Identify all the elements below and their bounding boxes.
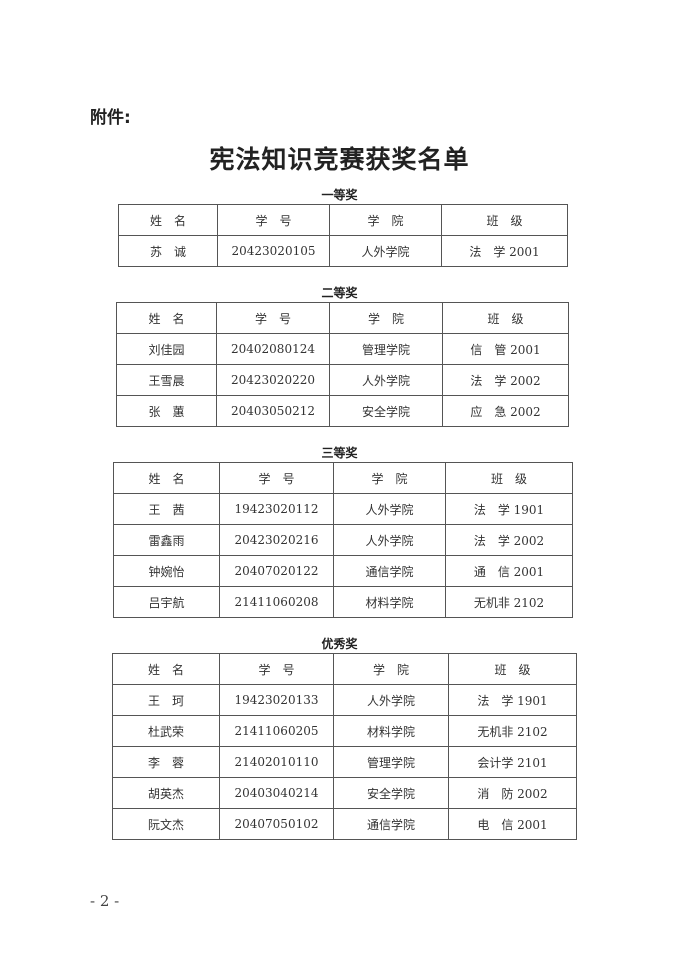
column-header: 学 院 — [329, 302, 443, 334]
table-row: 胡英杰 20403040214 安全学院消 防 2002 — [112, 777, 577, 809]
student-id-cell: 19423020133 — [219, 684, 334, 716]
student-id-cell: 21402010110 — [219, 746, 334, 778]
college-cell: 人外学院 — [333, 684, 449, 716]
table-row: 吕宇航 21411060208 材料学院 无机非 2102 — [113, 586, 573, 618]
section-title: 二等奖 — [321, 286, 358, 300]
name-cell: 雷鑫雨 — [113, 524, 220, 556]
table-row: 阮文杰 20407050102 通信学院电 信 2001 — [112, 808, 577, 840]
table-row: 钟婉怡 20407020122 通信学院通 信 2001 — [113, 555, 573, 587]
college-cell: 管理学院 — [333, 746, 449, 778]
college-cell: 材料学院 — [333, 586, 446, 618]
column-header: 学 院 — [333, 653, 449, 685]
name-cell: 李 蓉 — [112, 746, 220, 778]
table-row: 王 茜 19423020112 人外学院法 学 1901 — [113, 493, 573, 525]
award-table: 姓 名学 号学 院班 级王 珂 19423020133 人外学院法 学 1901 杜武… — [112, 653, 577, 840]
column-header: 学 号 — [219, 462, 334, 494]
college-cell: 人外学院 — [333, 493, 446, 525]
name-cell: 钟婉怡 — [113, 555, 220, 587]
class-cell: 法 学 2002 — [442, 364, 569, 396]
student-id-cell: 21411060208 — [219, 586, 334, 618]
college-cell: 安全学院 — [329, 395, 443, 427]
column-header: 学 号 — [216, 302, 330, 334]
name-cell: 王 茜 — [113, 493, 220, 525]
student-id-cell: 21411060205 — [219, 715, 334, 747]
table-header-row: 姓 名学 号学 院班 级 — [112, 653, 577, 685]
table-row: 王雪晨 20423020220 人外学院法 学 2002 — [116, 364, 569, 396]
page-number: - 2 - — [90, 892, 120, 910]
section-title: 优秀奖 — [321, 637, 358, 651]
class-cell: 无机非 2102 — [448, 715, 577, 747]
name-cell: 胡英杰 — [112, 777, 220, 809]
name-cell: 王 珂 — [112, 684, 220, 716]
college-cell: 人外学院 — [333, 524, 446, 556]
name-cell: 王雪晨 — [116, 364, 217, 396]
college-cell: 安全学院 — [333, 777, 449, 809]
table-row: 张 蕙 20403050212 安全学院应 急 2002 — [116, 395, 569, 427]
column-header: 姓 名 — [113, 462, 220, 494]
document-title: 宪法知识竞赛获奖名单 — [209, 145, 470, 174]
column-header: 姓 名 — [112, 653, 220, 685]
class-cell: 消 防 2002 — [448, 777, 577, 809]
class-cell: 法 学 1901 — [448, 684, 577, 716]
class-cell: 通 信 2001 — [445, 555, 573, 587]
table-header-row: 姓 名学 号学 院班 级 — [113, 462, 573, 494]
college-cell: 材料学院 — [333, 715, 449, 747]
class-cell: 电 信 2001 — [448, 808, 577, 840]
name-cell: 杜武荣 — [112, 715, 220, 747]
class-cell: 法 学 2002 — [445, 524, 573, 556]
column-header: 姓 名 — [118, 204, 218, 236]
table-row: 杜武荣 21411060205 材料学院 无机非 2102 — [112, 715, 577, 747]
column-header: 班 级 — [448, 653, 577, 685]
name-cell: 张 蕙 — [116, 395, 217, 427]
column-header: 学 号 — [217, 204, 330, 236]
table-header-row: 姓 名学 号学 院班 级 — [118, 204, 568, 236]
college-cell: 人外学院 — [329, 364, 443, 396]
class-cell: 无机非 2102 — [445, 586, 573, 618]
column-header: 班 级 — [441, 204, 568, 236]
student-id-cell: 20407020122 — [219, 555, 334, 587]
name-cell: 阮文杰 — [112, 808, 220, 840]
table-header-row: 姓 名学 号学 院班 级 — [116, 302, 569, 334]
student-id-cell: 20423020220 — [216, 364, 330, 396]
column-header: 姓 名 — [116, 302, 217, 334]
column-header: 学 号 — [219, 653, 334, 685]
student-id-cell: 20403040214 — [219, 777, 334, 809]
table-row: 苏 诚 20423020105 人外学院法 学 2001 — [118, 235, 568, 267]
name-cell: 苏 诚 — [118, 235, 218, 267]
class-cell: 应 急 2002 — [442, 395, 569, 427]
column-header: 学 院 — [329, 204, 442, 236]
student-id-cell: 20402080124 — [216, 333, 330, 365]
award-table: 姓 名学 号学 院班 级刘佳园 20402080124 管理学院信 管 2001 王雪… — [116, 302, 569, 427]
college-cell: 通信学院 — [333, 555, 446, 587]
column-header: 学 院 — [333, 462, 446, 494]
table-row: 李 蓉 21402010110 管理学院 会计学 2101 — [112, 746, 577, 778]
column-header: 班 级 — [445, 462, 573, 494]
column-header: 班 级 — [442, 302, 569, 334]
table-row: 王 珂 19423020133 人外学院法 学 1901 — [112, 684, 577, 716]
student-id-cell: 20423020216 — [219, 524, 334, 556]
table-row: 雷鑫雨 20423020216 人外学院法 学 2002 — [113, 524, 573, 556]
section-title: 一等奖 — [321, 188, 358, 202]
college-cell: 管理学院 — [329, 333, 443, 365]
student-id-cell: 20403050212 — [216, 395, 330, 427]
name-cell: 刘佳园 — [116, 333, 217, 365]
attachment-label: 附件: — [90, 108, 131, 128]
college-cell: 人外学院 — [329, 235, 442, 267]
class-cell: 会计学 2101 — [448, 746, 577, 778]
section-title: 三等奖 — [321, 446, 358, 460]
student-id-cell: 20423020105 — [217, 235, 330, 267]
award-table: 姓 名学 号学 院班 级王 茜 19423020112 人外学院法 学 1901 雷鑫… — [113, 462, 573, 618]
class-cell: 法 学 2001 — [441, 235, 568, 267]
table-row: 刘佳园 20402080124 管理学院信 管 2001 — [116, 333, 569, 365]
college-cell: 通信学院 — [333, 808, 449, 840]
class-cell: 信 管 2001 — [442, 333, 569, 365]
student-id-cell: 19423020112 — [219, 493, 334, 525]
student-id-cell: 20407050102 — [219, 808, 334, 840]
award-table: 姓 名学 号学 院班 级苏 诚 20423020105 人外学院法 学 2001 — [118, 204, 568, 267]
class-cell: 法 学 1901 — [445, 493, 573, 525]
name-cell: 吕宇航 — [113, 586, 220, 618]
